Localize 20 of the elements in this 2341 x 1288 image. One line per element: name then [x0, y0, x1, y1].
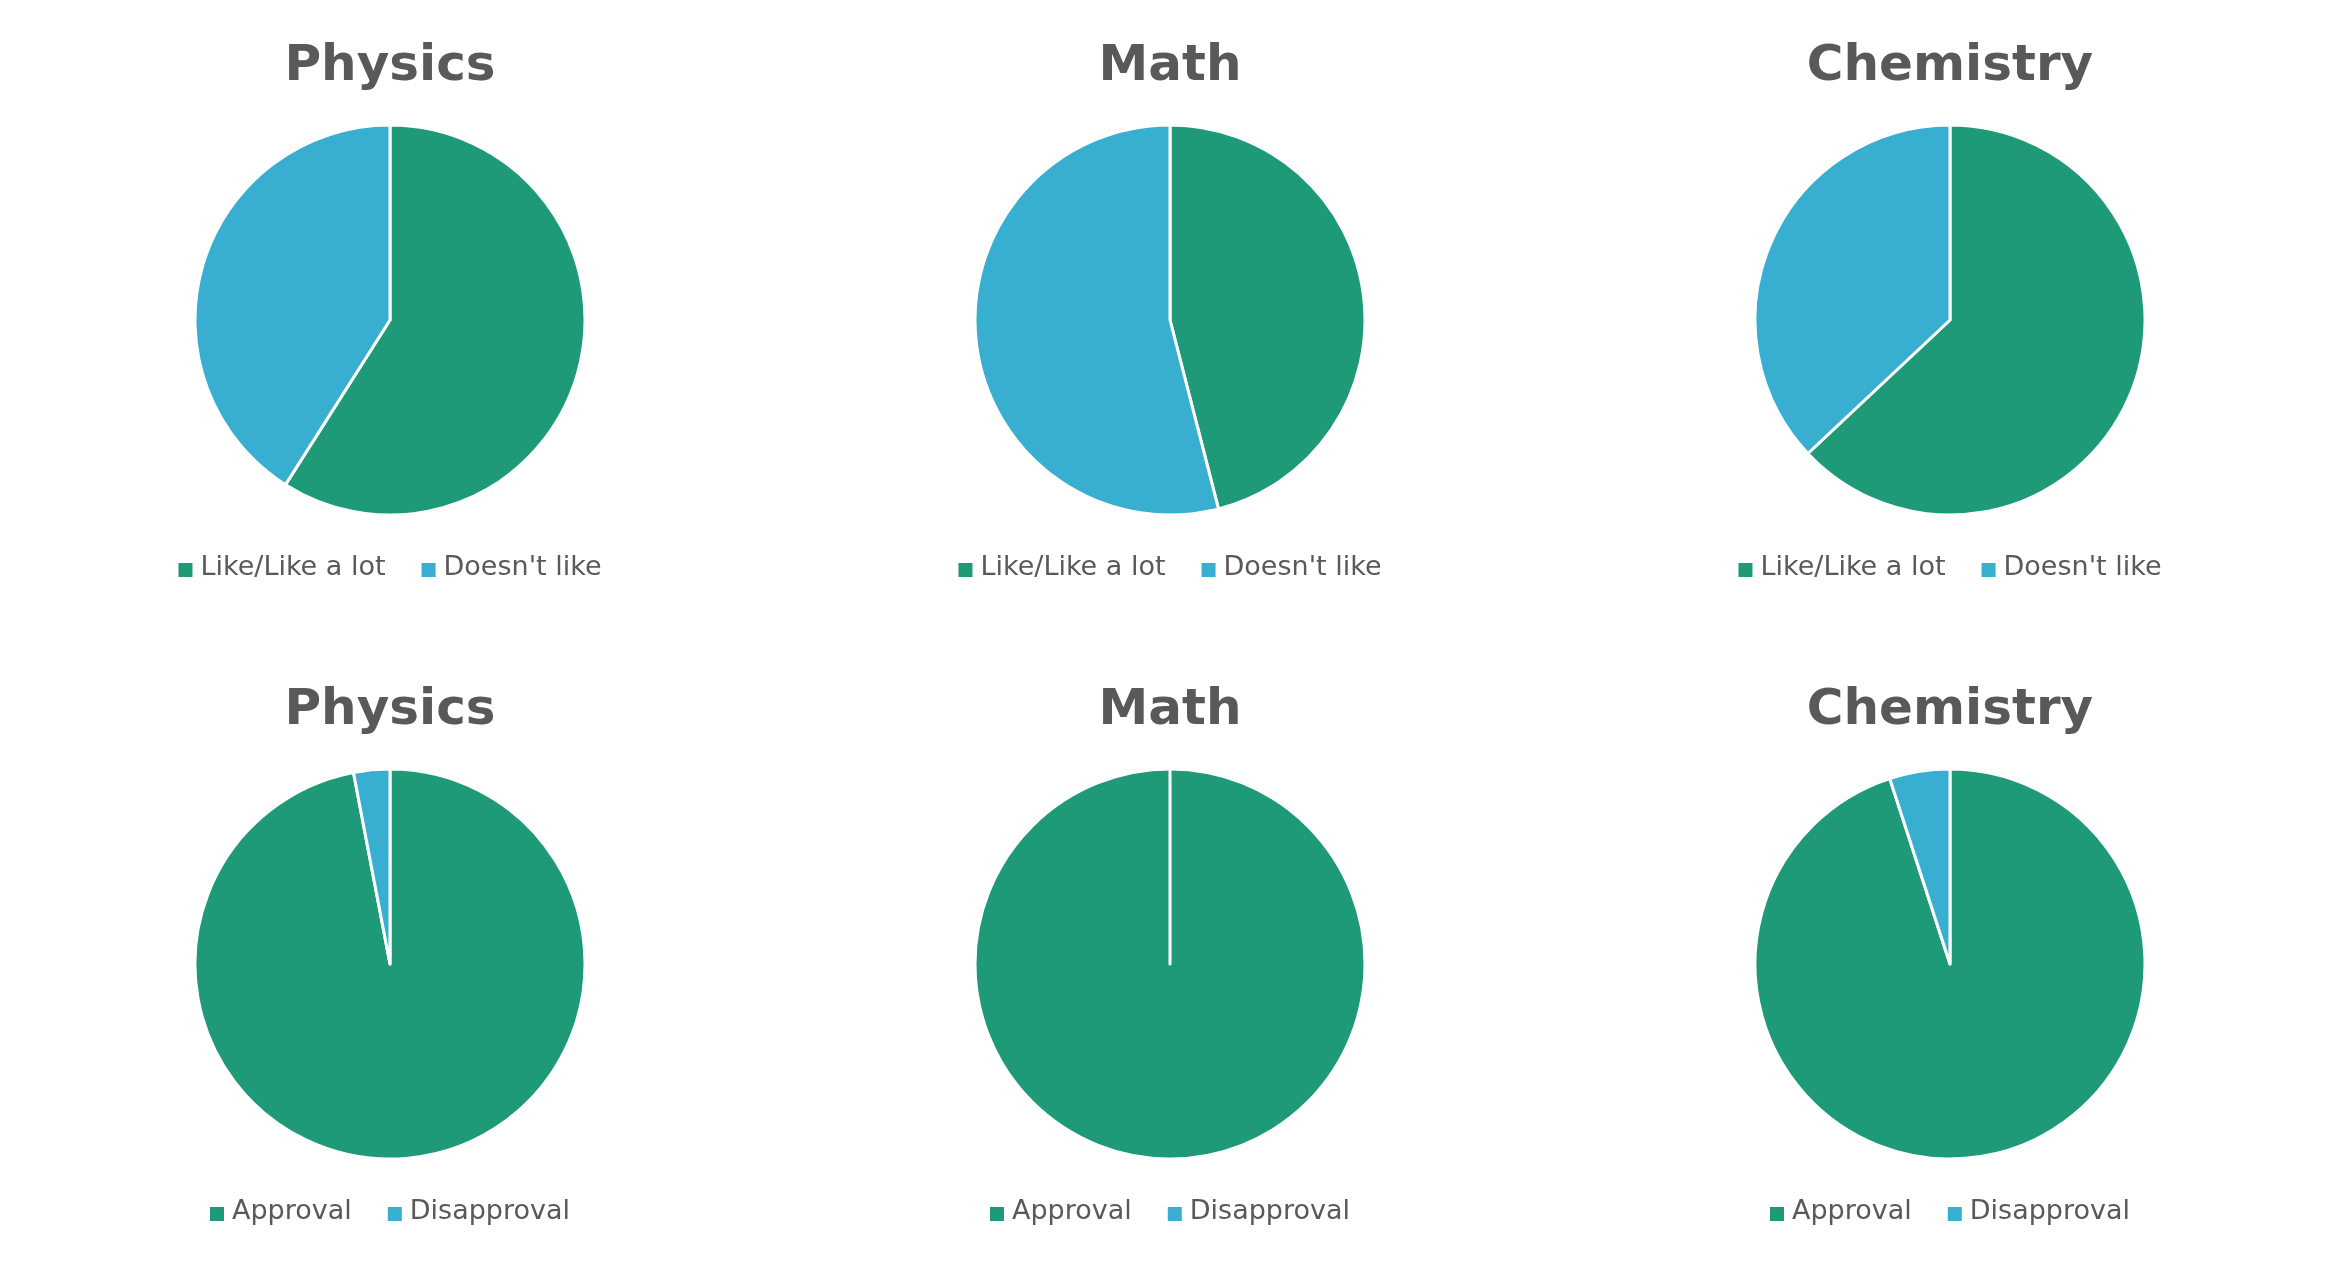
legend-label: Doesn't like	[443, 550, 602, 581]
legend-label: Approval	[1011, 1194, 1132, 1225]
legend-label: Like/Like a lot	[980, 550, 1166, 581]
legend-label: Like/Like a lot	[200, 550, 386, 581]
legend-label: Doesn't like	[2003, 550, 2162, 581]
legend-label: Disapproval	[409, 1194, 571, 1225]
chart-title: Math	[1098, 34, 1242, 92]
chart-title: Physics	[284, 678, 496, 736]
chart-title: Chemistry	[1806, 678, 2094, 736]
pie-slice	[193, 767, 587, 1161]
legend-label: Approval	[1791, 1194, 1912, 1225]
legend-label: Like/Like a lot	[1760, 550, 1946, 581]
legend-label: Approval	[231, 1194, 352, 1225]
legend-label: Disapproval	[1189, 1194, 1351, 1225]
pie-slice	[1753, 767, 2147, 1161]
chart-title: Chemistry	[1806, 34, 2094, 92]
legend-label: Disapproval	[1969, 1194, 2131, 1225]
chart-title: Physics	[284, 34, 496, 92]
legend-label: Doesn't like	[1223, 550, 1382, 581]
chart-title: Math	[1098, 678, 1242, 736]
